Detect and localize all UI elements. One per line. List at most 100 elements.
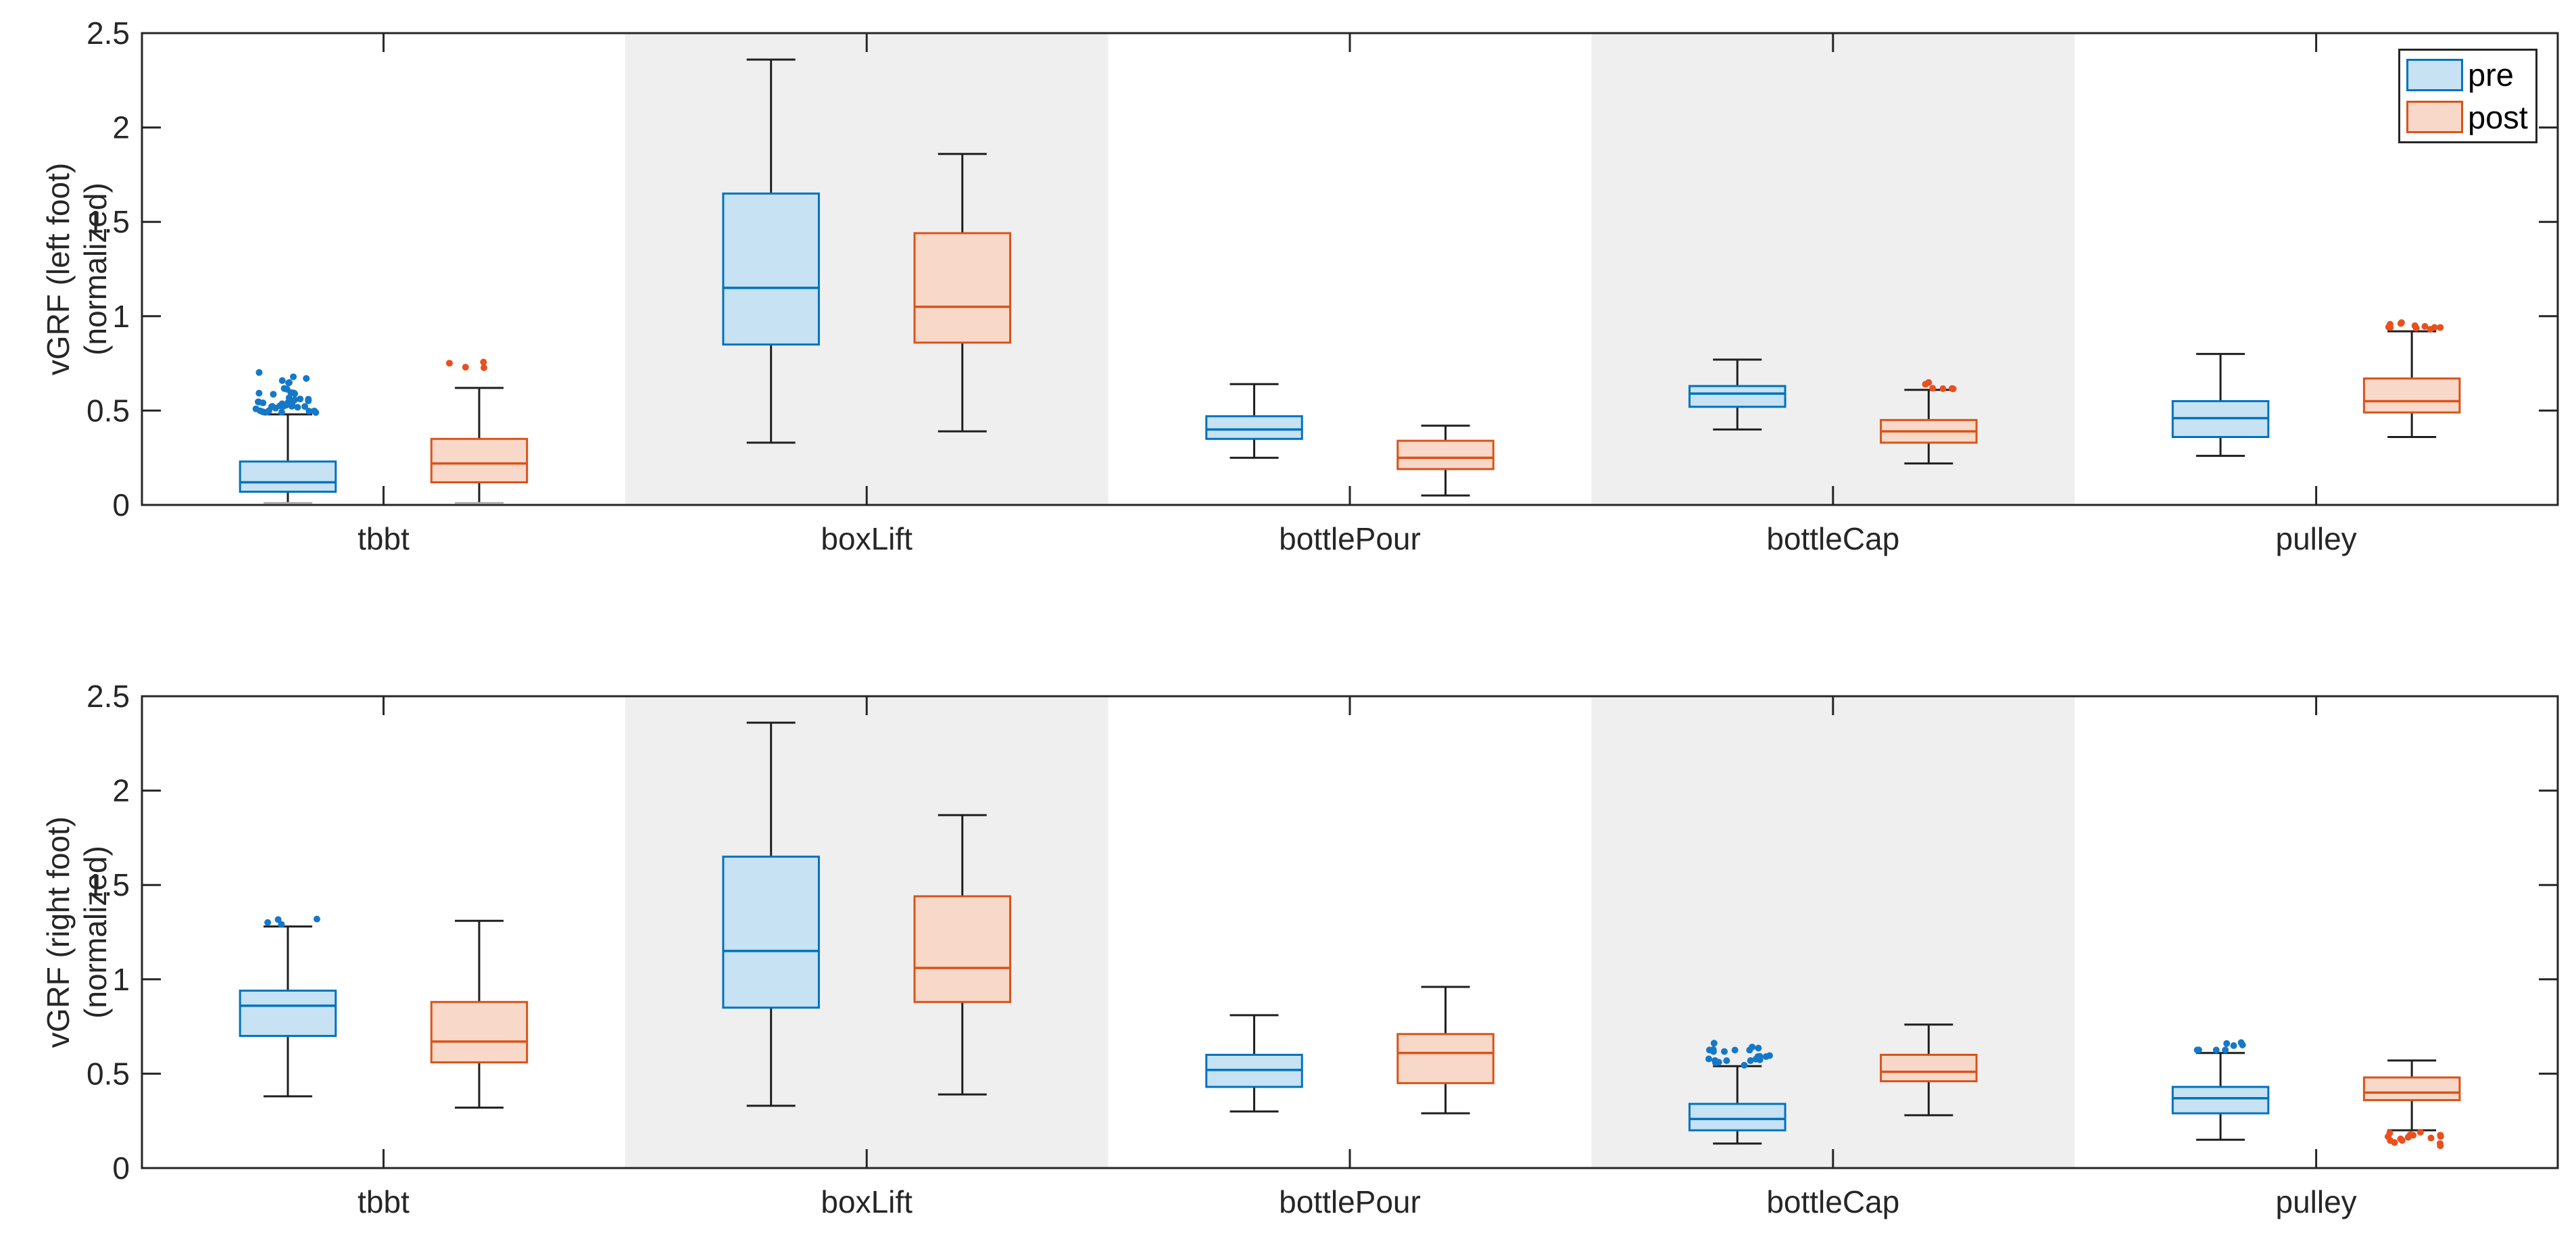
outlier-dot-bottleCap-post xyxy=(1939,385,1947,392)
y-tick-label-1: 1 xyxy=(112,962,130,997)
outlier-dot-bottleCap-post xyxy=(1929,385,1937,392)
outlier-dot-tbbt-pre xyxy=(260,408,267,416)
box-bottleCap-pre xyxy=(1688,1102,1787,1132)
y-tick-label-0: 0 xyxy=(112,1150,130,1186)
outlier-dot-tbbt-post xyxy=(462,364,469,371)
subplot-right-foot: 0 0.5 1 1.5 2 2.5 tbbt boxLift bottlePour bottleC… xyxy=(87,679,2559,1219)
legend-item-pre: pre xyxy=(2406,57,2535,93)
outlier-dot-tbbt-pre xyxy=(281,385,288,392)
outlier-dot-pulley-post xyxy=(2416,1128,2424,1136)
box-bottlePour-post xyxy=(1396,1033,1494,1084)
x-tick-label-pulley: pulley xyxy=(2275,1184,2356,1219)
outlier-dot-tbbt-pre xyxy=(285,379,292,387)
outlier-dot-bottleCap-post xyxy=(1948,385,1955,392)
outlier-dot-tbbt-post xyxy=(445,360,453,367)
outlier-dot-pulley-post xyxy=(2386,320,2393,328)
box-bottleCap-post xyxy=(1880,1053,1978,1083)
outlier-dot-pulley-post xyxy=(2437,1142,2444,1149)
y-tick-label-2: 2 xyxy=(112,773,130,808)
outlier-dot-pulley-pre xyxy=(2222,1046,2229,1054)
x-tick-label-boxLift: boxLift xyxy=(821,521,913,556)
outlier-dot-pulley-post xyxy=(2410,1132,2417,1139)
category-band-boxLift xyxy=(625,696,1109,1168)
outlier-dot-pulley-post xyxy=(2386,1130,2393,1137)
outlier-dot-bottleCap-pre xyxy=(1715,1059,1722,1066)
box-tbbt-pre xyxy=(239,990,337,1038)
outlier-dot-bottleCap-post xyxy=(1925,379,1933,386)
x-tick-label-boxLift: boxLift xyxy=(821,1184,913,1219)
outlier-dot-bottleCap-pre xyxy=(1710,1040,1718,1047)
category-band-bottleCap xyxy=(1591,696,2075,1168)
outlier-dot-pulley-post xyxy=(2397,1135,2404,1142)
outlier-dot-pulley-pre xyxy=(2230,1042,2237,1049)
outlier-dot-pulley-pre xyxy=(2212,1046,2220,1054)
outlier-dot-tbbt-pre xyxy=(305,397,312,404)
outlier-dot-tbbt-pre xyxy=(278,377,286,385)
box-pulley-post xyxy=(2362,1076,2461,1101)
box-pulley-post xyxy=(2362,377,2461,414)
x-tick-label-bottlePour: bottlePour xyxy=(1279,1184,1421,1219)
outlier-dot-tbbt-post xyxy=(480,364,487,371)
legend-label-pre: pre xyxy=(2468,57,2514,93)
legend-swatch-pre-icon xyxy=(2406,58,2463,91)
box-pulley-pre xyxy=(2171,1086,2270,1115)
category-band-boxLift xyxy=(625,33,1109,505)
y-tick-label-2.5: 2.5 xyxy=(87,679,130,714)
y-tick-label-0.5: 0.5 xyxy=(87,1056,130,1091)
outlier-dot-tbbt-pre xyxy=(264,919,272,926)
legend: pre post xyxy=(2398,49,2537,143)
outlier-dot-tbbt-pre xyxy=(278,408,285,416)
box-boxLift-pre xyxy=(722,192,820,346)
box-tbbt-pre xyxy=(239,460,337,493)
outlier-dot-tbbt-pre xyxy=(297,395,304,403)
y-axis-label-left-foot-line1: vGRF (left foot) xyxy=(41,162,76,376)
y-axis-label-right-foot-line1: vGRF (right foot) xyxy=(41,816,76,1048)
outlier-dot-tbbt-pre xyxy=(301,403,308,410)
outlier-dot-tbbt-pre xyxy=(289,399,296,407)
outlier-dot-pulley-post xyxy=(2437,324,2444,331)
legend-swatch-post-icon xyxy=(2406,101,2463,134)
box-tbbt-post xyxy=(430,437,529,483)
legend-label-post: post xyxy=(2468,99,2528,135)
box-bottlePour-post xyxy=(1396,439,1494,470)
outlier-dot-tbbt-pre xyxy=(280,402,287,410)
y-axis-label-left-foot: vGRF (left foot) (normalized) xyxy=(40,33,116,505)
box-bottleCap-pre xyxy=(1688,385,1787,408)
y-tick-label-0: 0 xyxy=(112,487,130,523)
outlier-dot-bottleCap-pre xyxy=(1755,1044,1762,1052)
y-axis-label-left-foot-line2: (normalized) xyxy=(78,183,113,356)
outlier-dot-pulley-post xyxy=(2437,1132,2444,1139)
y-tick-label-2.5: 2.5 xyxy=(87,16,130,51)
category-band-bottleCap xyxy=(1591,33,2075,505)
box-boxLift-post xyxy=(913,232,1011,344)
x-tick-label-bottleCap: bottleCap xyxy=(1766,1184,1899,1219)
outlier-dot-tbbt-pre xyxy=(256,369,263,377)
outlier-dot-pulley-post xyxy=(2427,326,2434,333)
y-axis-label-right-foot: vGRF (right foot) (normalized) xyxy=(40,696,116,1168)
outlier-dot-tbbt-pre xyxy=(270,391,277,398)
subplot-left-foot: 0 0.5 1 1.5 2 2.5 tbbt boxLift bottlePour bottleC… xyxy=(87,16,2559,556)
box-boxLift-post xyxy=(913,895,1011,1003)
x-tick-label-bottlePour: bottlePour xyxy=(1279,521,1421,556)
outlier-dot-tbbt-pre xyxy=(291,390,298,397)
outlier-dot-tbbt-pre xyxy=(278,921,285,928)
y-tick-label-0.5: 0.5 xyxy=(87,393,130,428)
outlier-dot-tbbt-pre xyxy=(272,404,279,412)
box-bottlePour-pre xyxy=(1205,415,1303,440)
outlier-dot-tbbt-pre xyxy=(289,373,297,381)
outlier-dot-tbbt-pre xyxy=(252,405,260,412)
outlier-dot-pulley-post xyxy=(2427,1134,2435,1142)
outlier-dot-bottleCap-pre xyxy=(1749,1043,1756,1050)
outlier-dot-bottleCap-pre xyxy=(1706,1046,1714,1054)
outlier-dot-tbbt-pre xyxy=(294,404,301,411)
outlier-dot-tbbt-pre xyxy=(260,399,267,407)
y-tick-label-2: 2 xyxy=(112,110,130,145)
box-tbbt-post xyxy=(430,1000,529,1064)
outlier-dot-tbbt-pre xyxy=(256,389,263,397)
outlier-dot-pulley-pre xyxy=(2195,1046,2202,1054)
outlier-dot-tbbt-pre xyxy=(274,916,282,923)
x-tick-label-tbbt: tbbt xyxy=(358,521,410,556)
y-tick-label-1.5: 1.5 xyxy=(87,204,130,239)
outlier-dot-bottleCap-pre xyxy=(1747,1057,1754,1065)
